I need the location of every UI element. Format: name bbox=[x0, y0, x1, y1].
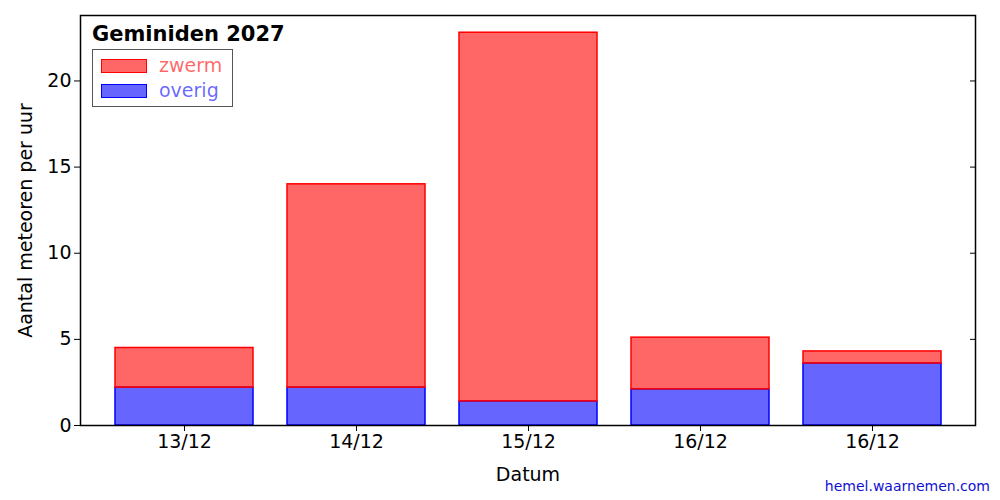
svg-text:16/12: 16/12 bbox=[845, 430, 900, 452]
svg-text:Aantal meteoren per uur: Aantal meteoren per uur bbox=[14, 103, 36, 338]
svg-text:15/12: 15/12 bbox=[501, 430, 556, 452]
svg-text:5: 5 bbox=[59, 327, 71, 349]
svg-text:Datum: Datum bbox=[496, 463, 560, 485]
svg-text:10: 10 bbox=[47, 241, 71, 263]
svg-text:16/12: 16/12 bbox=[673, 430, 728, 452]
html-text:zwerm: zwerm bbox=[159, 54, 223, 76]
svg-text:20: 20 bbox=[47, 69, 71, 91]
html-text:overig: overig bbox=[159, 79, 219, 101]
html-text:hemel.waarnemen.com: hemel.waarnemen.com bbox=[824, 478, 990, 494]
svg-text:14/12: 14/12 bbox=[329, 430, 384, 452]
html-text:Geminiden 2027: Geminiden 2027 bbox=[92, 22, 285, 46]
svg-text:0: 0 bbox=[59, 414, 71, 436]
svg-text:15: 15 bbox=[47, 155, 71, 177]
svg-text:13/12: 13/12 bbox=[157, 430, 212, 452]
